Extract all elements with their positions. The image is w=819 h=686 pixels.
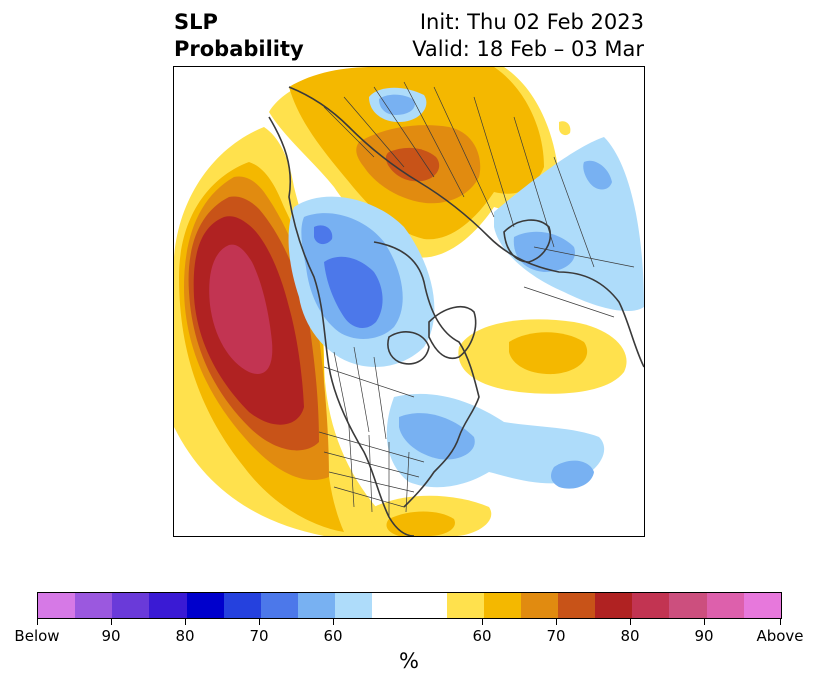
atlantic-anomaly-65: [509, 332, 588, 375]
colorbar-tick: [185, 619, 186, 625]
eurasia-anomaly-small: [559, 121, 571, 136]
title-type: Probability: [174, 37, 304, 61]
map-subtitle: Init: Thu 02 Feb 2023 Valid: 18 Feb – 03…: [412, 9, 644, 63]
colorbar-tick: [630, 619, 631, 625]
colorbar-segment: [557, 593, 596, 618]
colorbar-tick-label: Below: [14, 627, 60, 645]
colorbar-tick: [333, 619, 334, 625]
colorbar-segment: [38, 593, 76, 618]
eurasia-outline: [288, 86, 644, 368]
colorbar-tick: [482, 619, 483, 625]
valid-range: Valid: 18 Feb – 03 Mar: [412, 37, 644, 61]
colorbar-segment: [223, 593, 261, 618]
eurasia-borders: [323, 81, 635, 318]
colorbar-tick-label: 70: [546, 627, 566, 645]
north-america-outline: [268, 116, 480, 536]
colorbar-tick-label: 60: [472, 627, 492, 645]
colorbar-segment: [669, 593, 707, 618]
colorbar-tick: [780, 619, 781, 625]
colorbar-segment: [297, 593, 336, 618]
title-variable: SLP: [174, 10, 218, 34]
colorbar-tick-label: 90: [694, 627, 714, 645]
colorbar-tick: [556, 619, 557, 625]
colorbar-segment: [595, 593, 633, 618]
colorbar-segment: [335, 593, 373, 618]
colorbar-tick-label: 60: [323, 627, 343, 645]
colorbar-tick-label: 90: [101, 627, 121, 645]
atlantic-below-65: [551, 460, 594, 489]
greenland-outline: [428, 306, 477, 359]
colorbar-segment: [260, 593, 298, 618]
canada-below-70: [324, 256, 383, 329]
probability-map: [174, 67, 644, 536]
colorbar-tick: [37, 619, 38, 625]
colorbar-unit: %: [399, 649, 419, 673]
colorbar-tick: [111, 619, 112, 625]
colorbar-segment: [743, 593, 781, 618]
colorbar-segment: [483, 593, 521, 618]
colorbar-segment: [520, 593, 558, 618]
colorbar: [37, 592, 782, 619]
colorbar-segment: [409, 593, 447, 618]
colorbar-segment: [372, 593, 410, 618]
east-us-below-65: [399, 413, 475, 460]
colorbar-tick-label: Above: [756, 627, 804, 645]
hudson-bay-outline: [387, 331, 430, 365]
canada-borders: [323, 346, 415, 440]
gulf-anomaly-65: [386, 511, 455, 536]
colorbar-tick-label: 80: [175, 627, 195, 645]
colorbar-tick: [259, 619, 260, 625]
pacific-anomaly-85: [209, 244, 273, 374]
alaska-below-70: [314, 225, 333, 245]
colorbar-tick: [704, 619, 705, 625]
arctic-below-65: [379, 94, 415, 115]
colorbar-tick-label: 80: [620, 627, 640, 645]
map-title: SLP Probability: [174, 9, 304, 63]
map-panel: [173, 66, 645, 537]
colorbar-segment: [446, 593, 484, 618]
colorbar-segment: [706, 593, 744, 618]
scandinavia-outline: [503, 219, 551, 263]
colorbar-segment: [186, 593, 224, 618]
eurasia-anomaly-75: [385, 147, 440, 182]
colorbar-segment: [632, 593, 670, 618]
us-borders: [318, 426, 425, 517]
init-date: Init: Thu 02 Feb 2023: [419, 10, 644, 34]
colorbar-segment: [112, 593, 150, 618]
colorbar-segment: [75, 593, 113, 618]
colorbar-tick-label: 70: [249, 627, 269, 645]
europe-below-65b: [583, 160, 612, 190]
colorbar-segment: [149, 593, 187, 618]
